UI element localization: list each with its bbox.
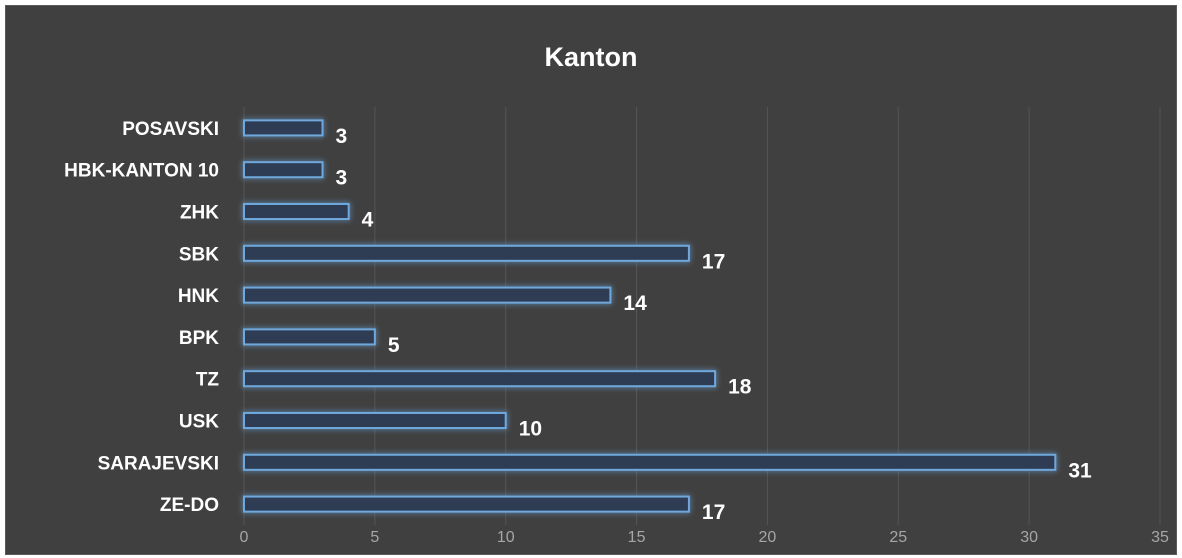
data-label: 31 [1068,459,1092,482]
bar [243,244,690,262]
data-label: 18 [728,376,752,399]
bar [243,370,717,388]
data-label: 14 [623,292,647,315]
x-tick-label: 5 [370,529,379,546]
x-tick-label: 15 [628,529,646,546]
category-label: ZHK [180,203,219,224]
data-label: 17 [702,250,725,273]
category-label: ZE-DO [160,495,219,516]
bar [243,161,324,179]
data-label: 4 [362,209,374,232]
x-tick-label: 10 [497,529,515,546]
x-tick-label: 30 [1020,529,1038,546]
category-label: USK [179,412,219,433]
bar [243,411,507,430]
x-tick-label: 20 [759,529,777,546]
bar [243,328,376,346]
bar [243,202,350,221]
bar [243,286,612,304]
data-label: 3 [336,167,348,190]
data-label: 10 [519,418,542,441]
category-label: SBK [179,244,219,265]
bar [243,453,1057,471]
x-tick-label: 0 [240,529,249,546]
bar [243,119,324,137]
labels: 0 5 10 15 20 25 30 35 POSAVSKI 3 HBK-KANTON 10 3 ZHK… [64,119,1169,546]
chart-title: Kanton [544,42,638,72]
x-tick-label: 25 [889,529,907,546]
category-label: SARAJEVSKI [98,453,219,474]
data-label: 3 [336,125,348,148]
x-tick-label: 35 [1151,529,1169,546]
category-label: HBK-KANTON 10 [64,161,219,182]
category-label: HNK [178,286,219,307]
category-label: POSAVSKI [122,119,219,140]
bar [243,495,690,513]
data-label: 5 [388,334,400,357]
category-label: TZ [196,370,220,391]
category-label: BPK [179,328,219,349]
data-label: 17 [702,501,725,524]
bars [243,119,1057,513]
